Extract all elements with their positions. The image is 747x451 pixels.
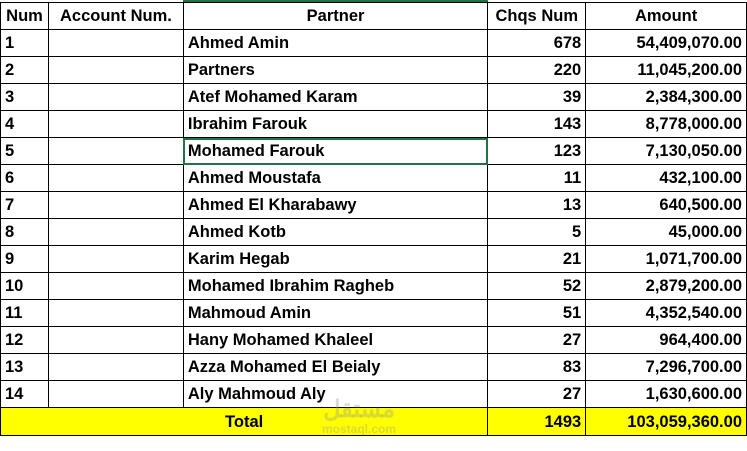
cell-chqs-num[interactable]: 27 xyxy=(487,326,587,354)
cell-partner[interactable]: Ahmed Kotb xyxy=(182,218,489,246)
cell-partner[interactable]: Mohamed Ibrahim Ragheb xyxy=(182,272,489,300)
cell-account-num[interactable] xyxy=(47,191,184,219)
cell-chqs-num[interactable]: 11 xyxy=(487,164,587,192)
cell-chqs-num[interactable]: 27 xyxy=(487,380,587,408)
cell-num[interactable]: 7 xyxy=(0,191,49,219)
cell-account-num[interactable] xyxy=(47,272,184,300)
cell-partner[interactable]: Atef Mohamed Karam xyxy=(182,83,489,111)
cell-amount[interactable]: 7,296,700.00 xyxy=(585,353,747,381)
cell-chqs-num[interactable]: 123 xyxy=(487,137,587,165)
table-row: 9 Karim Hegab 21 1,071,700.00 xyxy=(0,245,747,273)
cell-chqs-num[interactable]: 21 xyxy=(487,245,587,273)
header-row: Num Account Num. Partner Chqs Num Amount xyxy=(0,2,747,30)
header-partner[interactable]: Partner xyxy=(182,2,489,30)
cell-chqs-num[interactable]: 51 xyxy=(487,299,587,327)
table-row: 12 Hany Mohamed Khaleel 27 964,400.00 xyxy=(0,326,747,354)
cell-chqs-num[interactable]: 13 xyxy=(487,191,587,219)
cell-account-num[interactable] xyxy=(47,353,184,381)
cell-amount[interactable]: 2,879,200.00 xyxy=(585,272,747,300)
total-row: Total 1493 103,059,360.00 xyxy=(0,407,747,436)
total-chqs[interactable]: 1493 xyxy=(487,407,587,436)
cell-partner[interactable]: Azza Mohamed El Beialy xyxy=(182,353,489,381)
cell-account-num[interactable] xyxy=(47,137,184,165)
cell-num[interactable]: 8 xyxy=(0,218,49,246)
cell-num[interactable]: 9 xyxy=(0,245,49,273)
cell-amount[interactable]: 640,500.00 xyxy=(585,191,747,219)
cell-account-num[interactable] xyxy=(47,299,184,327)
cell-account-num[interactable] xyxy=(47,218,184,246)
cell-partner[interactable]: Ahmed El Kharabawy xyxy=(182,191,489,219)
cell-amount[interactable]: 964,400.00 xyxy=(585,326,747,354)
cell-account-num[interactable] xyxy=(47,29,184,57)
cell-partner[interactable]: Mahmoud Amin xyxy=(182,299,489,327)
cell-partner[interactable]: Ibrahim Farouk xyxy=(182,110,489,138)
table-row: 5 Mohamed Farouk 123 7,130,050.00 xyxy=(0,137,747,165)
cell-account-num[interactable] xyxy=(47,380,184,408)
cell-chqs-num[interactable]: 39 xyxy=(487,83,587,111)
cell-num[interactable]: 5 xyxy=(0,137,49,165)
total-label[interactable]: Total xyxy=(0,407,489,436)
selected-column-indicator xyxy=(183,0,488,3)
cell-account-num[interactable] xyxy=(47,245,184,273)
cell-account-num[interactable] xyxy=(47,56,184,84)
table-row: 2 Partners 220 11,045,200.00 xyxy=(0,56,747,84)
cell-amount[interactable]: 8,778,000.00 xyxy=(585,110,747,138)
cell-num[interactable]: 1 xyxy=(0,29,49,57)
header-amount[interactable]: Amount xyxy=(585,2,747,30)
cell-num[interactable]: 4 xyxy=(0,110,49,138)
cell-num[interactable]: 6 xyxy=(0,164,49,192)
cell-chqs-num[interactable]: 83 xyxy=(487,353,587,381)
table-row: 6 Ahmed Moustafa 11 432,100.00 xyxy=(0,164,747,192)
header-chqs-num[interactable]: Chqs Num xyxy=(487,2,587,30)
cell-account-num[interactable] xyxy=(47,326,184,354)
cell-amount[interactable]: 7,130,050.00 xyxy=(585,137,747,165)
cell-num[interactable]: 14 xyxy=(0,380,49,408)
cell-partner[interactable]: Aly Mahmoud Aly xyxy=(182,380,489,408)
cell-partner[interactable]: Partners xyxy=(182,56,489,84)
cell-num[interactable]: 10 xyxy=(0,272,49,300)
cell-num[interactable]: 11 xyxy=(0,299,49,327)
cell-amount[interactable]: 4,352,540.00 xyxy=(585,299,747,327)
cell-num[interactable]: 2 xyxy=(0,56,49,84)
cell-partner[interactable]: Ahmed Moustafa xyxy=(182,164,489,192)
cell-chqs-num[interactable]: 52 xyxy=(487,272,587,300)
cell-chqs-num[interactable]: 143 xyxy=(487,110,587,138)
header-num[interactable]: Num xyxy=(0,2,49,30)
cell-num[interactable]: 3 xyxy=(0,83,49,111)
cell-account-num[interactable] xyxy=(47,83,184,111)
cell-amount[interactable]: 2,384,300.00 xyxy=(585,83,747,111)
spreadsheet-table: Num Account Num. Partner Chqs Num Amount… xyxy=(0,2,747,436)
table-row: 8 Ahmed Kotb 5 45,000.00 xyxy=(0,218,747,246)
total-amount[interactable]: 103,059,360.00 xyxy=(585,407,747,436)
cell-amount[interactable]: 45,000.00 xyxy=(585,218,747,246)
cell-amount[interactable]: 432,100.00 xyxy=(585,164,747,192)
cell-chqs-num[interactable]: 678 xyxy=(487,29,587,57)
cell-partner[interactable]: Hany Mohamed Khaleel xyxy=(182,326,489,354)
cell-chqs-num[interactable]: 220 xyxy=(487,56,587,84)
header-account-num[interactable]: Account Num. xyxy=(47,2,184,30)
cell-amount[interactable]: 1,630,600.00 xyxy=(585,380,747,408)
table-row: 14 Aly Mahmoud Aly 27 1,630,600.00 xyxy=(0,380,747,408)
cell-amount[interactable]: 54,409,070.00 xyxy=(585,29,747,57)
cell-account-num[interactable] xyxy=(47,110,184,138)
cell-partner[interactable]: Karim Hegab xyxy=(182,245,489,273)
cell-partner[interactable]: Ahmed Amin xyxy=(182,29,489,57)
cell-account-num[interactable] xyxy=(47,164,184,192)
table-row: 7 Ahmed El Kharabawy 13 640,500.00 xyxy=(0,191,747,219)
cell-partner[interactable]: Mohamed Farouk xyxy=(182,137,489,165)
cell-chqs-num[interactable]: 5 xyxy=(487,218,587,246)
cell-num[interactable]: 13 xyxy=(0,353,49,381)
cell-amount[interactable]: 1,071,700.00 xyxy=(585,245,747,273)
table-row: 3 Atef Mohamed Karam 39 2,384,300.00 xyxy=(0,83,747,111)
cell-num[interactable]: 12 xyxy=(0,326,49,354)
table-row: 1 Ahmed Amin 678 54,409,070.00 xyxy=(0,29,747,57)
table-row: 13 Azza Mohamed El Beialy 83 7,296,700.00 xyxy=(0,353,747,381)
cell-amount[interactable]: 11,045,200.00 xyxy=(585,56,747,84)
table-row: 4 Ibrahim Farouk 143 8,778,000.00 xyxy=(0,110,747,138)
table-row: 11 Mahmoud Amin 51 4,352,540.00 xyxy=(0,299,747,327)
table-row: 10 Mohamed Ibrahim Ragheb 52 2,879,200.00 xyxy=(0,272,747,300)
